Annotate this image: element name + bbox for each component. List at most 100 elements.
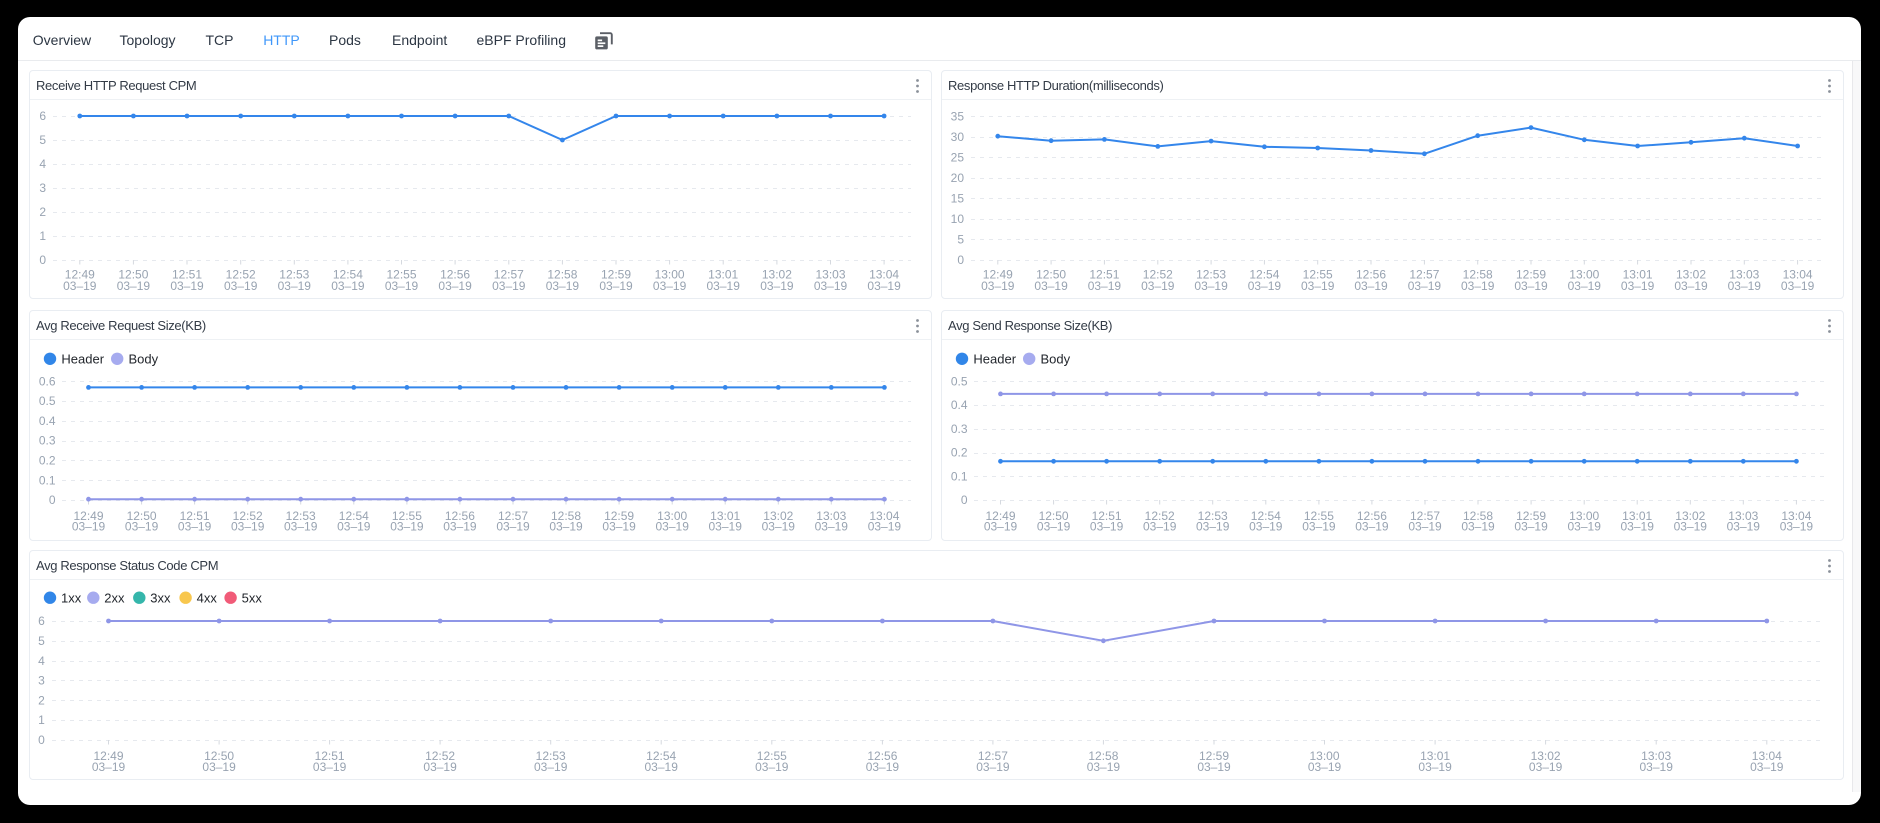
svg-text:0.4: 0.4 (951, 398, 968, 412)
svg-text:03–19: 03–19 (1302, 519, 1336, 533)
svg-text:0.3: 0.3 (951, 422, 968, 436)
svg-text:30: 30 (951, 130, 965, 144)
svg-text:12:53: 12:53 (279, 267, 309, 281)
svg-text:03–19: 03–19 (1728, 279, 1762, 293)
svg-text:03–19: 03–19 (313, 760, 347, 774)
svg-text:4: 4 (39, 157, 46, 171)
svg-text:12:56: 12:56 (445, 509, 475, 523)
svg-text:03–19: 03–19 (549, 519, 583, 533)
svg-text:12:51: 12:51 (172, 267, 202, 281)
svg-text:0: 0 (49, 493, 56, 507)
svg-text:12:59: 12:59 (1516, 267, 1546, 281)
svg-text:03–19: 03–19 (385, 279, 419, 293)
svg-text:03–19: 03–19 (546, 279, 580, 293)
svg-text:13:03: 13:03 (1641, 749, 1671, 763)
svg-text:0.5: 0.5 (951, 375, 968, 389)
svg-text:03–19: 03–19 (1640, 760, 1674, 774)
svg-text:12:58: 12:58 (1088, 749, 1118, 763)
svg-text:12:52: 12:52 (226, 267, 256, 281)
svg-text:0: 0 (39, 253, 46, 267)
svg-text:12:57: 12:57 (1409, 267, 1439, 281)
svg-text:03–19: 03–19 (63, 279, 97, 293)
svg-text:03–19: 03–19 (815, 519, 849, 533)
svg-text:12:54: 12:54 (1249, 267, 1279, 281)
svg-text:03–19: 03–19 (1034, 279, 1068, 293)
svg-text:03–19: 03–19 (1088, 279, 1122, 293)
svg-text:12:54: 12:54 (646, 749, 676, 763)
svg-text:03–19: 03–19 (755, 760, 789, 774)
svg-text:03–19: 03–19 (178, 519, 212, 533)
svg-text:12:56: 12:56 (1356, 267, 1386, 281)
svg-text:03–19: 03–19 (125, 519, 159, 533)
svg-text:Header: Header (61, 351, 104, 366)
svg-text:03–19: 03–19 (202, 760, 236, 774)
svg-text:03–19: 03–19 (231, 519, 265, 533)
svg-text:03–19: 03–19 (984, 519, 1018, 533)
svg-text:03–19: 03–19 (1461, 279, 1495, 293)
svg-text:12:57: 12:57 (978, 749, 1008, 763)
svg-text:4xx: 4xx (197, 590, 218, 605)
svg-text:0.2: 0.2 (39, 454, 56, 468)
svg-text:5: 5 (39, 133, 46, 147)
svg-text:13:01: 13:01 (708, 267, 738, 281)
svg-text:0.4: 0.4 (39, 414, 56, 428)
svg-text:0.3: 0.3 (39, 434, 56, 448)
svg-text:03–19: 03–19 (866, 760, 900, 774)
svg-text:03–19: 03–19 (981, 279, 1015, 293)
svg-text:12:57: 12:57 (498, 509, 528, 523)
svg-text:03–19: 03–19 (1674, 279, 1708, 293)
svg-text:03–19: 03–19 (814, 279, 848, 293)
svg-text:12:50: 12:50 (127, 509, 157, 523)
svg-text:12:55: 12:55 (392, 509, 422, 523)
svg-text:12:53: 12:53 (286, 509, 316, 523)
svg-text:0.6: 0.6 (39, 374, 56, 388)
svg-text:Header: Header (973, 351, 1016, 366)
svg-text:0.1: 0.1 (951, 469, 968, 483)
svg-text:03–19: 03–19 (1674, 519, 1708, 533)
svg-text:03–19: 03–19 (1301, 279, 1335, 293)
svg-text:03–19: 03–19 (278, 279, 312, 293)
svg-text:2xx: 2xx (104, 590, 125, 605)
svg-text:1: 1 (39, 229, 46, 243)
svg-text:12:50: 12:50 (204, 749, 234, 763)
svg-text:13:03: 13:03 (1729, 267, 1759, 281)
svg-text:12:55: 12:55 (1304, 509, 1334, 523)
svg-text:12:49: 12:49 (983, 267, 1013, 281)
svg-text:13:02: 13:02 (1675, 509, 1705, 523)
svg-text:1: 1 (38, 713, 45, 727)
svg-text:1xx: 1xx (61, 590, 82, 605)
svg-text:03–19: 03–19 (1308, 760, 1342, 774)
svg-text:03–19: 03–19 (492, 279, 526, 293)
svg-text:13:02: 13:02 (763, 509, 793, 523)
svg-text:03–19: 03–19 (1248, 279, 1282, 293)
svg-text:03–19: 03–19 (1621, 279, 1655, 293)
svg-text:12:50: 12:50 (1036, 267, 1066, 281)
svg-text:13:04: 13:04 (1781, 509, 1811, 523)
svg-text:12:58: 12:58 (547, 267, 577, 281)
svg-text:03–19: 03–19 (1249, 519, 1283, 533)
svg-text:5: 5 (957, 233, 964, 247)
svg-text:Body: Body (1041, 351, 1071, 366)
svg-text:12:59: 12:59 (604, 509, 634, 523)
svg-text:0.5: 0.5 (39, 394, 56, 408)
svg-text:12:54: 12:54 (339, 509, 369, 523)
svg-text:13:03: 13:03 (1728, 509, 1758, 523)
svg-text:25: 25 (951, 151, 965, 165)
svg-text:13:04: 13:04 (1752, 749, 1782, 763)
svg-text:03–19: 03–19 (1037, 519, 1071, 533)
svg-text:13:01: 13:01 (710, 509, 740, 523)
svg-text:13:04: 13:04 (869, 509, 899, 523)
svg-text:03–19: 03–19 (976, 760, 1010, 774)
svg-text:12:52: 12:52 (233, 509, 263, 523)
svg-text:12:51: 12:51 (1092, 509, 1122, 523)
svg-text:03–19: 03–19 (1087, 760, 1121, 774)
svg-text:12:55: 12:55 (757, 749, 787, 763)
svg-text:3: 3 (38, 674, 45, 688)
svg-text:12:57: 12:57 (494, 267, 524, 281)
svg-text:13:01: 13:01 (1622, 509, 1652, 523)
svg-text:03–19: 03–19 (117, 279, 151, 293)
svg-text:12:55: 12:55 (386, 267, 416, 281)
svg-text:03–19: 03–19 (653, 279, 687, 293)
svg-text:03–19: 03–19 (1197, 760, 1231, 774)
svg-text:13:03: 13:03 (815, 267, 845, 281)
